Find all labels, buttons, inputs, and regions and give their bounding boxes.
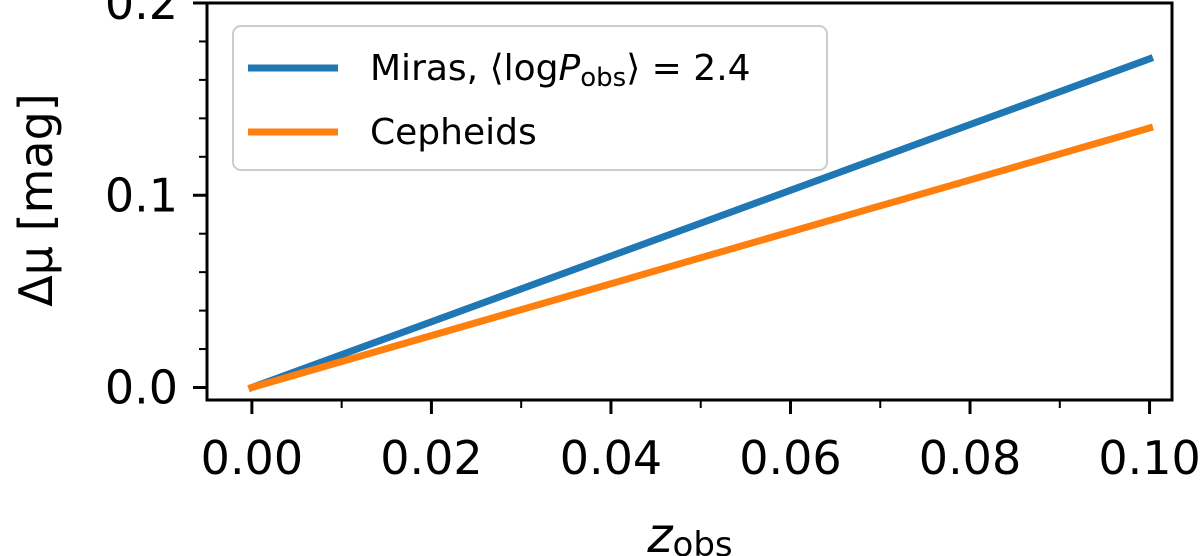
series-line-cepheids xyxy=(247,123,1154,392)
series-line-miras xyxy=(247,54,1155,392)
x-tick-label: 0.08 xyxy=(919,431,1021,485)
x-axis-label-main: z xyxy=(646,508,674,556)
x-axis-label: zobs xyxy=(646,508,732,556)
legend-miras-prefix: Miras, ⟨log xyxy=(370,48,559,89)
ticks-layer: 0.00 0.02 0.04 0.06 0.08 0.10 0.0 0.1 0.2 xyxy=(105,0,1200,485)
x-tick-label: 0.04 xyxy=(560,431,662,485)
series-layer xyxy=(247,54,1155,392)
legend: Miras, ⟨logPobs⟩ = 2.4 Cepheids xyxy=(232,25,828,171)
x-axis-label-sub: obs xyxy=(673,525,733,556)
x-tick-label: 0.10 xyxy=(1098,431,1200,485)
x-tick-label: 0.06 xyxy=(739,431,841,485)
legend-box xyxy=(232,25,828,171)
legend-label-cepheids: Cepheids xyxy=(370,112,537,153)
legend-label-miras: Miras, ⟨logPobs⟩ = 2.4 xyxy=(370,48,751,93)
x-tick-label: 0.02 xyxy=(380,431,482,485)
y-tick-label: 0.0 xyxy=(105,361,178,415)
x-tick-label: 0.00 xyxy=(201,431,303,485)
y-axis-label: Δμ [mag] xyxy=(9,93,63,306)
legend-miras-var: P xyxy=(559,48,581,89)
y-tick-label: 0.2 xyxy=(105,0,178,30)
y-tick-label: 0.1 xyxy=(105,168,178,222)
plot-frame xyxy=(205,1,1174,402)
legend-miras-sub: obs xyxy=(580,63,626,93)
legend-miras-suffix: ⟩ = 2.4 xyxy=(626,48,750,89)
